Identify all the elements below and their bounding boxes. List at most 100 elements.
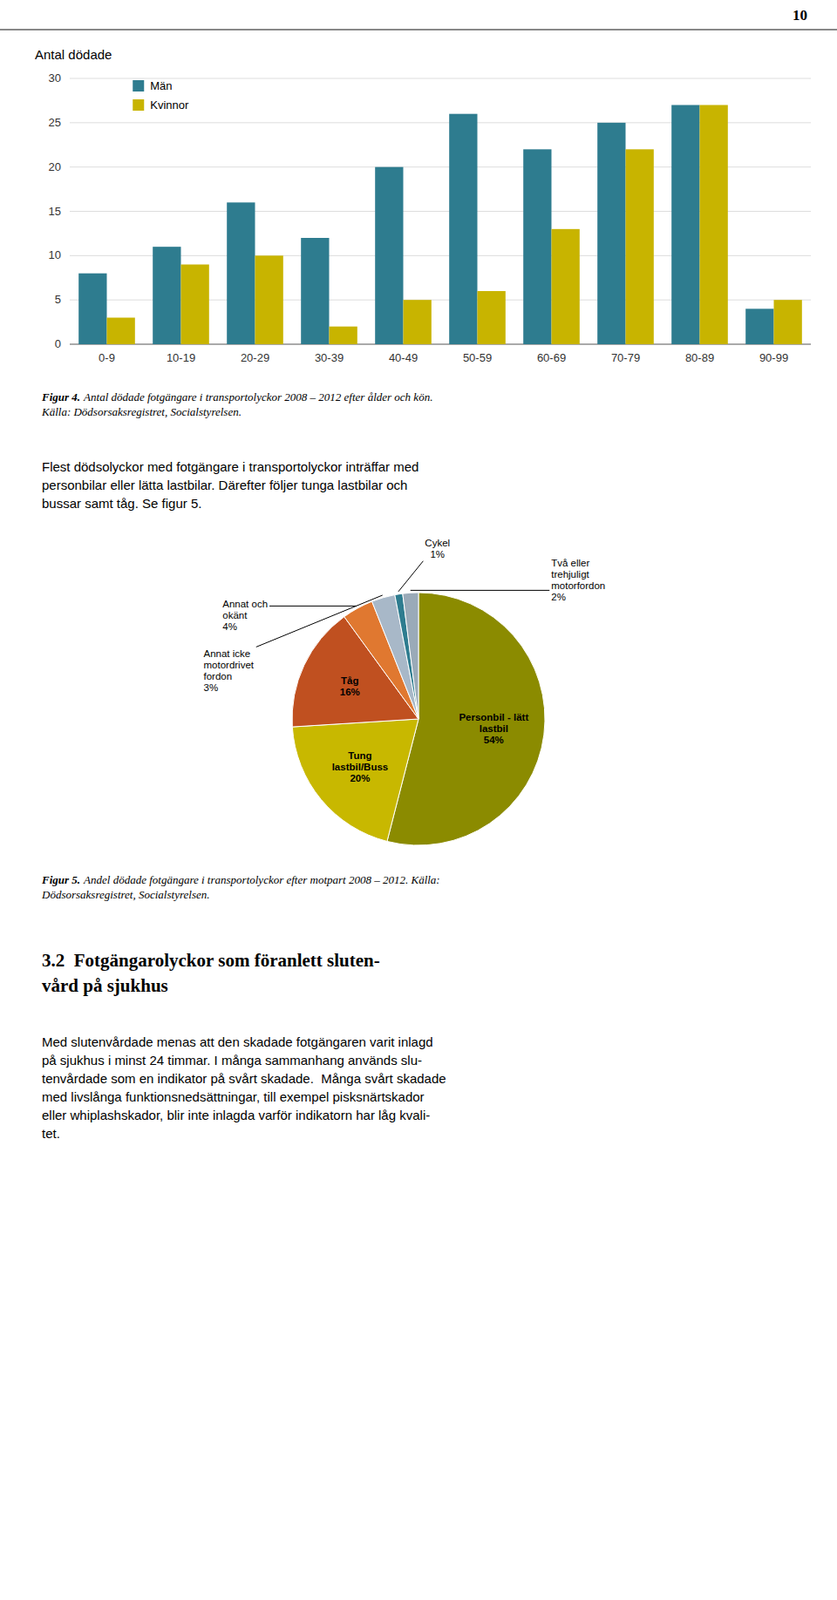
slice-category: Annat ickemotordrivetfordon — [204, 648, 255, 682]
slice-category-line: Personbil - lätt — [458, 712, 529, 723]
slice-category: Annat ochokänt — [222, 598, 268, 621]
x-tick-label: 60-69 — [537, 351, 566, 365]
leader-line — [256, 595, 383, 647]
leader-line — [398, 561, 424, 593]
bar-chart: Antal dödade0510152025300-910-1920-2930-… — [0, 34, 837, 384]
paragraph: Flest dödsolyckor med fotgängare i trans… — [41, 457, 419, 513]
bar — [329, 326, 358, 345]
slice-category: Tunglastbil/Buss — [332, 750, 389, 773]
bar — [152, 246, 181, 345]
y-tick-label: 20 — [48, 160, 62, 174]
slice-category-line: fordon — [204, 671, 233, 682]
slice-category: Cykel — [424, 537, 450, 549]
x-tick-label: 0-9 — [98, 351, 116, 365]
x-tick-label: 30-39 — [314, 351, 344, 365]
data-label: 4% — [222, 621, 238, 633]
slice-category-line: motordrivet — [204, 660, 255, 671]
leader-line — [269, 605, 357, 607]
slice-category-line: Cykel — [424, 537, 450, 549]
slice-label: Cykel1% — [424, 537, 450, 560]
x-tick-label: 50-59 — [462, 351, 492, 365]
y-tick-label: 0 — [54, 337, 62, 351]
section-heading: 3.2 Fotgängarolyckor som föranlett slute… — [41, 948, 381, 1001]
slice-category: Personbil - lättlastbil — [458, 712, 529, 735]
bar — [226, 202, 255, 345]
x-tick-label: 90-99 — [759, 351, 789, 365]
x-tick-label: 80-89 — [685, 351, 715, 365]
slice-category-line: motorfordon — [551, 580, 606, 592]
page-number: 10 — [792, 6, 808, 25]
bar — [181, 265, 210, 346]
chart-title: Antal dödade — [34, 47, 112, 62]
x-tick-label: 10-19 — [166, 351, 196, 365]
data-label: 54% — [483, 734, 504, 746]
slices — [292, 592, 545, 846]
caption: Figur 4.Antal dödade fotgängare i transp… — [41, 390, 433, 421]
y-tick-label: 5 — [54, 292, 62, 307]
bar — [700, 105, 729, 346]
bar — [671, 105, 700, 346]
bar — [78, 273, 107, 345]
slice-label: Två ellertrehjuligtmotorfordon2% — [551, 558, 606, 603]
slice-label: Annat ochokänt4% — [222, 598, 268, 633]
legend: Män Kvinnor — [132, 79, 190, 112]
bar — [626, 149, 654, 345]
slice-category-line: Tung — [347, 750, 372, 762]
slice-category-line: Två eller — [551, 558, 590, 569]
slice-label: Tåg16% — [340, 675, 361, 698]
data-label: 3% — [204, 682, 219, 694]
bar — [403, 299, 432, 345]
slice-label: Annat ickemotordrivetfordon3% — [204, 648, 255, 694]
labels: Personbil - lättlastbil54% Tunglastbil/Bu… — [204, 537, 606, 785]
bar — [774, 299, 803, 345]
y-tick-label: 30 — [48, 71, 62, 85]
bar — [449, 114, 477, 345]
slice-category-line: lastbil/Buss — [332, 762, 389, 773]
x-tick-label: 20-29 — [240, 351, 270, 365]
slice-label: Tunglastbil/Buss20% — [332, 750, 389, 784]
bar — [745, 308, 774, 345]
caption-label: Figur 4. — [41, 390, 81, 404]
slice-category-line: okänt — [222, 610, 248, 621]
x-tick-label: 40-49 — [388, 351, 418, 365]
bar — [523, 149, 552, 345]
x-tick-label: 70-79 — [611, 351, 640, 365]
y-axis: 051015202530 — [48, 71, 811, 351]
grid-line — [69, 78, 811, 80]
bar — [477, 291, 506, 345]
y-tick-label: 10 — [48, 248, 62, 262]
caption: Figur 5.Andel dödade fotgängare i transp… — [41, 873, 441, 904]
caption-text: Andel dödade fotgängare i transportolyck… — [41, 873, 441, 902]
slice-category: Två ellertrehjuligtmotorfordon — [551, 558, 606, 592]
caption-text: Antal dödade fotgängare i transportolyck… — [41, 390, 433, 419]
bar — [107, 318, 136, 346]
slice-category-line: trehjuligt — [551, 569, 590, 580]
slice-category-line: Annat och — [222, 598, 268, 610]
slice — [402, 592, 419, 720]
slice-category-line: Tåg — [340, 675, 359, 687]
data-label: 2% — [551, 592, 566, 603]
legend-label: Män — [149, 79, 172, 93]
y-tick-label: 25 — [48, 115, 62, 130]
slice-category-line: lastbil — [479, 723, 509, 735]
top-rule — [0, 28, 837, 31]
pie-chart: Personbil - lättlastbil54% Tunglastbil/Bu… — [0, 514, 837, 864]
bar — [551, 229, 580, 345]
slice-category-line: Annat icke — [204, 648, 252, 660]
data-label: 1% — [429, 549, 445, 560]
bars — [78, 105, 803, 346]
legend-label: Kvinnor — [149, 98, 190, 112]
slice — [292, 719, 419, 842]
body-text: Med slutenvårdade menas att den skadade … — [41, 1033, 447, 1144]
slice-label: Personbil - lättlastbil54% — [458, 712, 529, 746]
bar — [374, 167, 403, 345]
bar — [597, 122, 626, 345]
slice-category: Tåg — [340, 675, 359, 687]
caption-label: Figur 5. — [41, 873, 81, 887]
bar — [300, 238, 329, 345]
leader-line — [410, 590, 551, 592]
data-label: 20% — [349, 773, 370, 784]
legend-swatch — [132, 99, 144, 111]
bar — [255, 255, 284, 345]
legend-swatch — [132, 80, 144, 92]
